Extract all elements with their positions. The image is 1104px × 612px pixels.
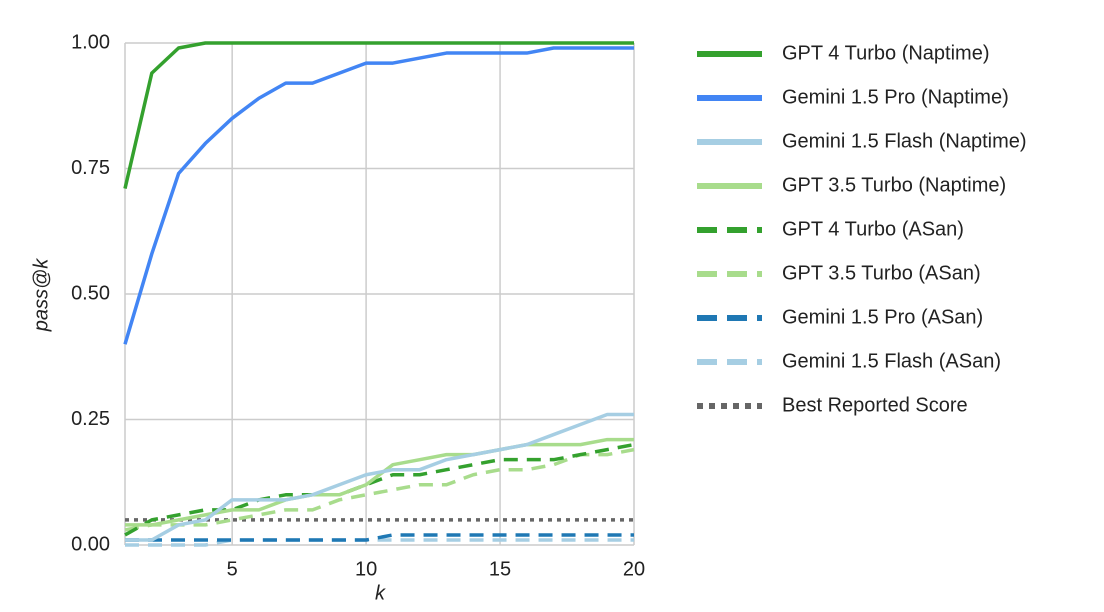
series-line (123, 41, 634, 189)
legend-label: Gemini 1.5 Flash (Naptime) (782, 130, 1027, 152)
x-tick-label: 5 (227, 558, 238, 580)
legend-label: Best Reported Score (782, 394, 968, 416)
legend-label: GPT 3.5 Turbo (ASan) (782, 262, 981, 284)
series-line (125, 412, 634, 542)
legend-label: Gemini 1.5 Flash (ASan) (782, 350, 1001, 372)
y-tick-label: 0.25 (71, 408, 110, 430)
series-line (125, 533, 634, 542)
legend-label: GPT 4 Turbo (ASan) (782, 218, 964, 240)
x-tick-label: 20 (623, 558, 645, 580)
series-line (123, 46, 634, 345)
legend-label: Gemini 1.5 Pro (ASan) (782, 306, 983, 328)
series-line (124, 447, 635, 532)
series-line (124, 442, 635, 537)
x-tick-label: 15 (489, 558, 511, 580)
x-tick-label: 10 (355, 558, 377, 580)
y-tick-label: 0.75 (71, 157, 110, 179)
y-tick-label: 0.50 (71, 282, 110, 304)
series-line (125, 538, 634, 547)
series-line (125, 437, 634, 527)
y-tick-label: 0.00 (71, 533, 110, 555)
x-axis-label: k (375, 582, 386, 604)
y-axis-label: pass@k (30, 258, 52, 333)
y-tick-label: 1.00 (71, 31, 110, 53)
legend-label: GPT 4 Turbo (Naptime) (782, 42, 989, 64)
legend-label: GPT 3.5 Turbo (Naptime) (782, 174, 1006, 196)
legend-label: Gemini 1.5 Pro (Naptime) (782, 86, 1009, 108)
